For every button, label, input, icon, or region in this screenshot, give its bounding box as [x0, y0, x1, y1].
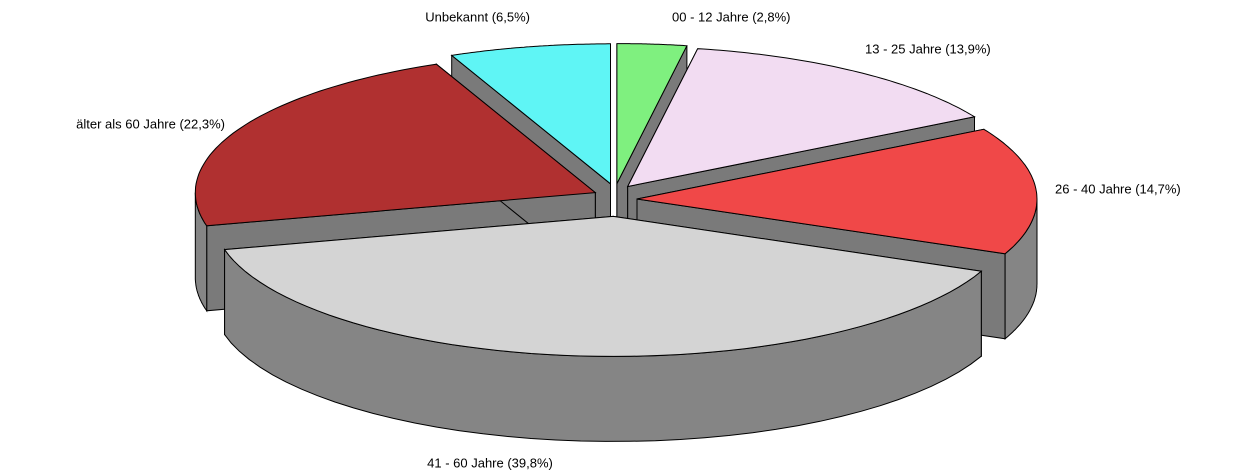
slice-label: älter als 60 Jahre (22,3%) — [76, 116, 225, 131]
slice — [626, 48, 976, 188]
slice-label: 00 - 12 Jahre (2,8%) — [672, 9, 791, 24]
slice-label: Unbekannt (6,5%) — [425, 9, 530, 24]
slice — [223, 215, 983, 357]
slice — [194, 63, 597, 227]
slice-label: 26 - 40 Jahre (14,7%) — [1055, 181, 1181, 196]
slice — [636, 128, 1038, 255]
slice — [450, 43, 611, 185]
slice-label: 13 - 25 Jahre (13,9%) — [865, 41, 991, 56]
slice — [616, 43, 688, 184]
slice-label: 41 - 60 Jahre (39,8%) — [427, 455, 553, 470]
